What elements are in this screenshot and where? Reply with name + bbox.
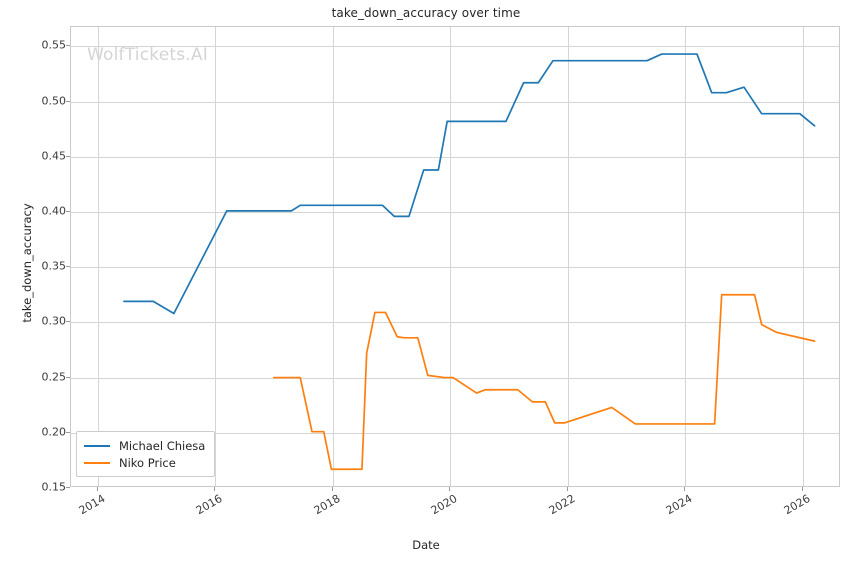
x-tick-label: 2016 <box>193 492 225 518</box>
y-tick-mark <box>66 266 70 268</box>
gridline-horizontal <box>71 432 839 434</box>
x-tick-label: 2022 <box>546 492 578 518</box>
gridline-vertical <box>685 27 687 486</box>
chart-title: take_down_accuracy over time <box>331 6 521 20</box>
series-line <box>272 293 816 471</box>
x-tick-label: 2014 <box>76 492 107 518</box>
legend-color-swatch <box>84 461 110 464</box>
gridline-vertical <box>567 27 569 486</box>
gridline-horizontal <box>71 212 839 213</box>
x-tick-mark <box>566 487 568 491</box>
y-tick-mark <box>66 321 70 323</box>
x-tick-mark <box>449 487 451 491</box>
x-tick-label: 2018 <box>311 492 343 518</box>
gridline-vertical <box>215 27 216 486</box>
legend-label: Michael Chiesa <box>119 438 206 453</box>
y-tick-label: 0.40 <box>41 204 67 218</box>
y-tick-label: 0.20 <box>41 425 67 439</box>
plot-area: WolfTickets.AI <box>70 26 840 487</box>
y-tick-label: 0.45 <box>41 149 67 163</box>
gridline-vertical <box>450 27 452 486</box>
y-tick-mark <box>66 45 70 47</box>
legend-item[interactable]: Niko Price <box>84 454 205 471</box>
x-tick-mark <box>684 487 686 491</box>
y-tick-label: 0.50 <box>41 94 67 107</box>
y-tick-mark <box>66 155 70 157</box>
gridline-vertical <box>332 27 334 486</box>
x-tick-label: 2024 <box>663 492 695 518</box>
x-tick-label: 2026 <box>781 492 813 518</box>
legend-label: Niko Price <box>119 455 176 470</box>
x-axis-label: Date <box>412 538 440 552</box>
gridline-horizontal <box>71 156 839 158</box>
gridline-horizontal <box>71 101 839 103</box>
series-lines <box>123 53 816 471</box>
legend-color-swatch <box>84 444 110 447</box>
x-tick-mark <box>96 487 98 491</box>
y-tick-mark <box>66 211 70 212</box>
y-tick-mark <box>66 376 70 378</box>
x-tick-label: 2020 <box>428 492 460 518</box>
gridline-vertical <box>802 27 804 486</box>
y-tick-label: 0.15 <box>41 480 67 494</box>
y-tick-mark <box>66 487 70 488</box>
legend-item[interactable]: Michael Chiesa <box>84 437 205 454</box>
gridline-horizontal <box>71 46 839 48</box>
y-tick-mark <box>66 100 70 102</box>
series-line <box>123 53 816 315</box>
legend: Michael Chiesa Niko Price <box>76 431 216 477</box>
y-axis-label: take_down_accuracy <box>20 203 34 323</box>
watermark: WolfTickets.AI <box>87 45 208 65</box>
y-tick-label: 0.55 <box>41 38 67 52</box>
y-tick-label: 0.35 <box>41 259 67 273</box>
gridline-horizontal <box>71 267 839 269</box>
y-tick-mark <box>66 431 70 433</box>
y-tick-label: 0.30 <box>41 314 67 328</box>
gridline-vertical <box>97 27 99 486</box>
gridline-horizontal <box>71 322 839 324</box>
x-tick-mark <box>214 487 215 491</box>
x-tick-mark <box>331 487 333 491</box>
y-tick-label: 0.25 <box>41 370 67 384</box>
x-tick-mark <box>801 487 803 491</box>
